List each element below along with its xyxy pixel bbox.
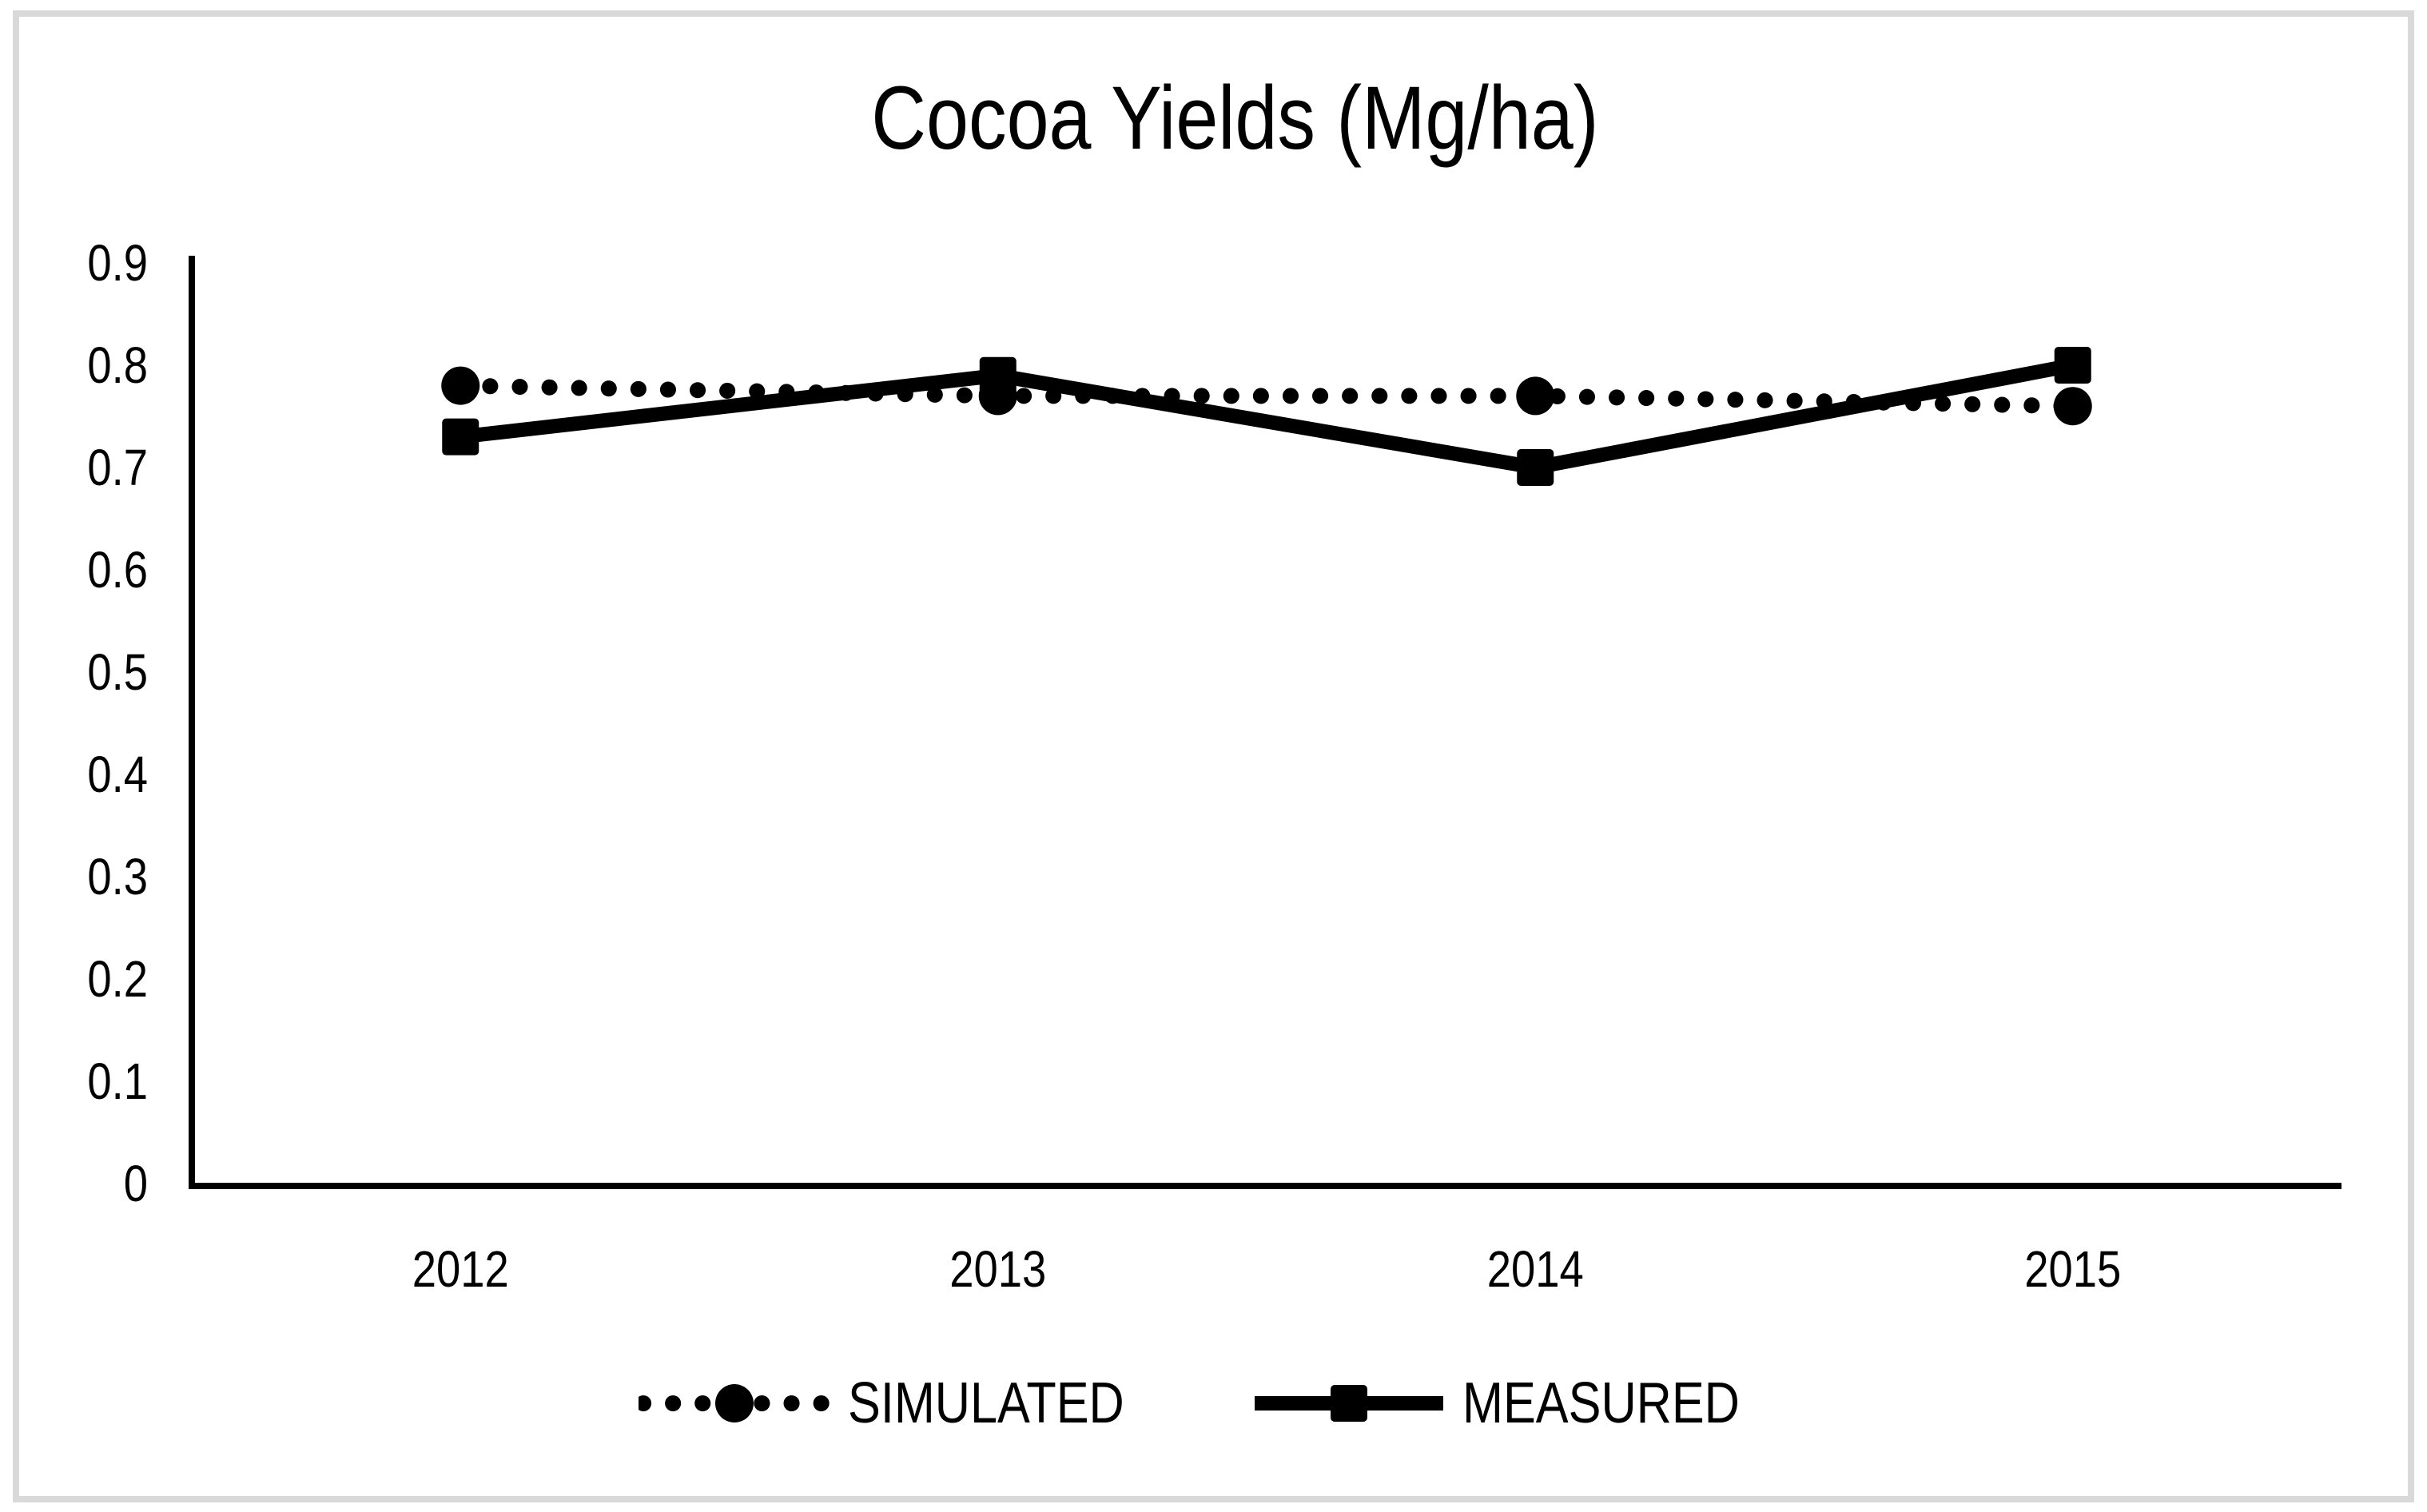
y-tick-label: 0.5 (87, 643, 148, 701)
data-point-measured (442, 418, 479, 456)
data-point-measured (979, 356, 1017, 394)
data-point-simulated (1516, 376, 1555, 416)
legend-item-simulated: SIMULATED (639, 1375, 1173, 1432)
y-tick-label: 0.3 (87, 848, 148, 905)
x-tick-label: 2012 (412, 1240, 509, 1298)
measured-line-square-icon (1254, 1385, 1443, 1422)
series-line-measured (460, 358, 2075, 475)
y-tick-label: 0.8 (87, 336, 148, 394)
y-tick-label: 0.4 (87, 746, 148, 803)
y-tick-label: 0.2 (87, 950, 148, 1008)
chart-title: Cocoa Yields (Mg/ha) (160, 69, 2310, 167)
x-tick-label: 2013 (949, 1240, 1046, 1298)
y-tick-label: 0.7 (87, 439, 148, 496)
y-tick-label: 0 (124, 1155, 148, 1212)
legend: SIMULATED MEASURED (0, 1375, 2427, 1432)
data-point-measured (2054, 347, 2091, 384)
legend-label-simulated: SIMULATED (848, 1371, 1124, 1435)
chart-title-text: Cocoa Yields (Mg/ha) (870, 68, 1599, 168)
y-tick-label: 0.1 (87, 1052, 148, 1110)
x-tick-label: 2014 (1487, 1240, 1584, 1298)
simulated-line-circle-icon (639, 1384, 831, 1422)
x-tick-label: 2015 (2024, 1240, 2121, 1298)
data-point-simulated (2053, 387, 2092, 426)
legend-item-measured: MEASURED (1253, 1375, 1788, 1432)
legend-label-measured: MEASURED (1462, 1371, 1740, 1435)
y-tick-label: 0.9 (87, 234, 148, 292)
y-tick-label: 0.6 (87, 541, 148, 599)
data-point-measured (1517, 449, 1554, 486)
series-line-simulated (452, 377, 2081, 415)
data-point-simulated (441, 366, 480, 405)
